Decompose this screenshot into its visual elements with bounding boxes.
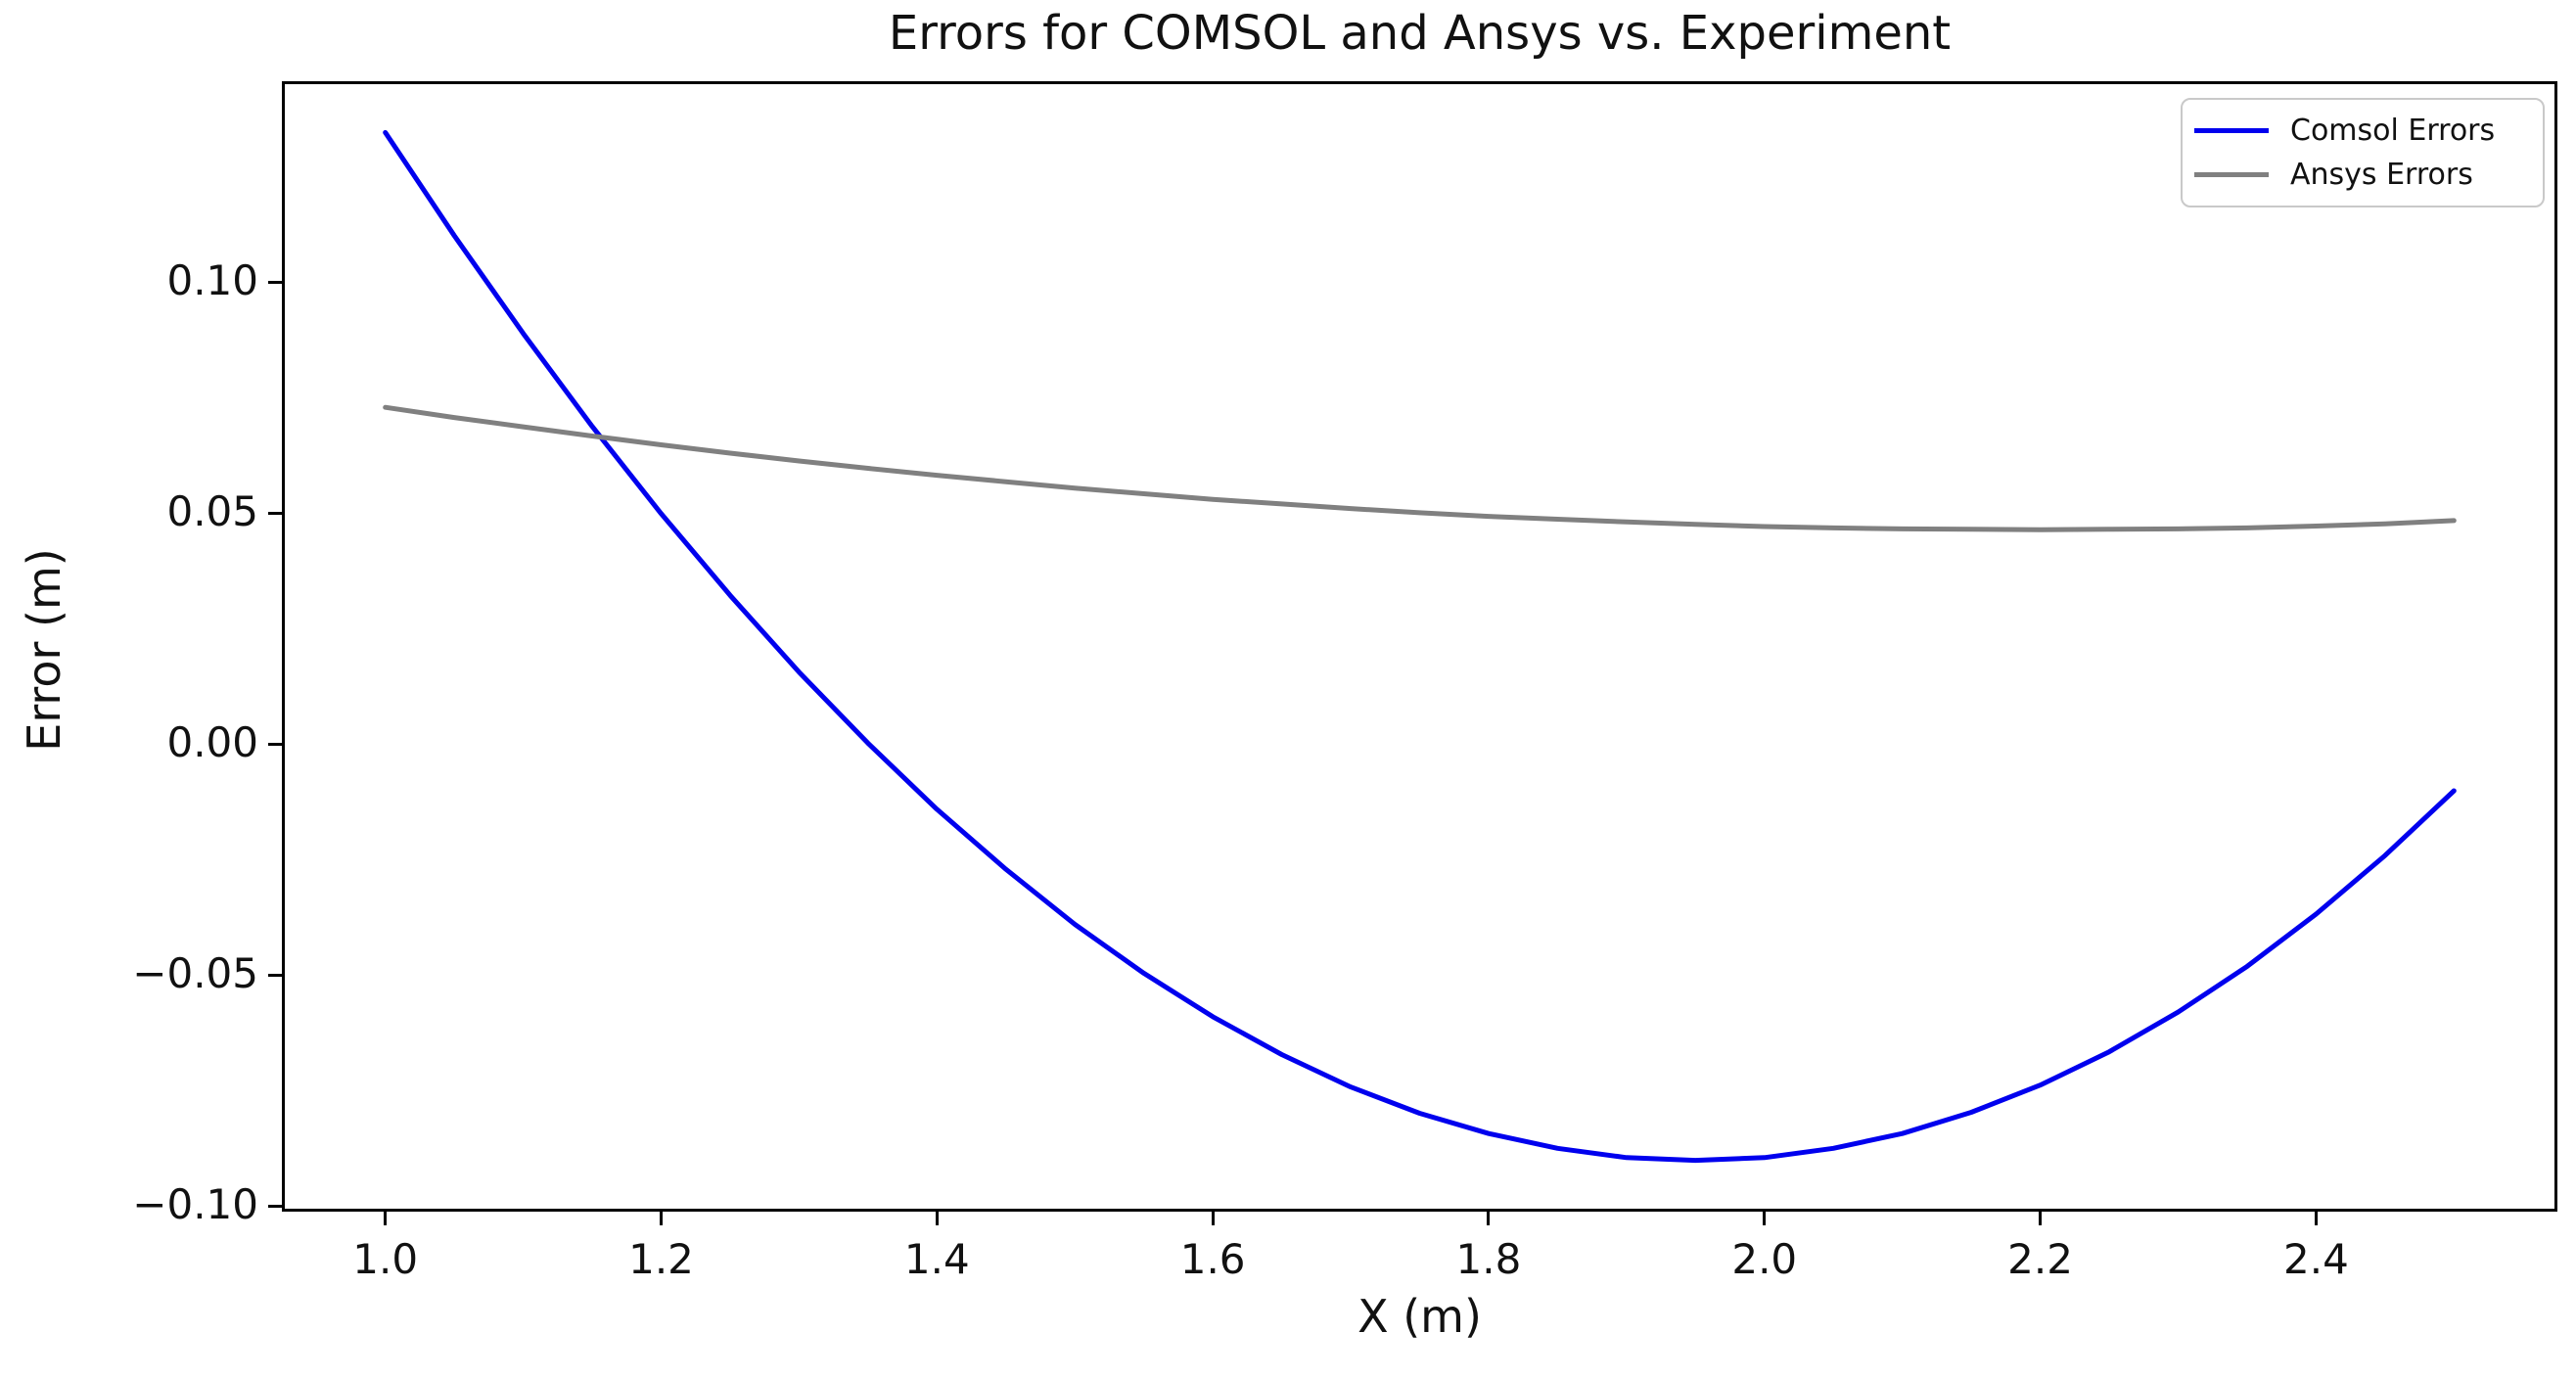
x-tick-label: 1.8 — [1455, 1235, 1522, 1283]
x-tick-mark — [1487, 1212, 1491, 1225]
x-axis-label: X (m) — [1357, 1290, 1482, 1343]
y-tick-label: −0.05 — [132, 948, 258, 997]
x-tick-mark — [2314, 1212, 2318, 1225]
legend-item-comsol: Comsol Errors — [2194, 114, 2531, 148]
x-tick-label: 2.4 — [2283, 1235, 2349, 1283]
x-tick-label: 1.6 — [1179, 1235, 1246, 1283]
y-tick-mark — [268, 281, 282, 285]
x-tick-label: 1.0 — [352, 1235, 419, 1283]
y-tick-mark — [268, 1205, 282, 1209]
y-axis-label: Error (m) — [18, 548, 70, 752]
y-tick-label: −0.10 — [132, 1179, 258, 1228]
x-tick-mark — [2039, 1212, 2043, 1225]
plot-lines-canvas — [383, 129, 2457, 1164]
comsol-line-swatch — [2194, 128, 2269, 133]
x-tick-mark — [384, 1212, 388, 1225]
x-tick-mark — [1211, 1212, 1215, 1225]
y-tick-label: 0.05 — [166, 486, 258, 535]
chart-title: Errors for COMSOL and Ansys vs. Experime… — [888, 6, 1952, 61]
x-tick-mark — [660, 1212, 663, 1225]
y-tick-mark — [268, 512, 282, 516]
y-tick-label: 0.00 — [166, 717, 258, 766]
legend-label-ansys: Ansys Errors — [2290, 158, 2473, 192]
x-tick-label: 1.2 — [628, 1235, 694, 1283]
x-tick-mark — [1763, 1212, 1767, 1225]
legend: Comsol Errors Ansys Errors — [2181, 98, 2545, 207]
x-tick-label: 2.0 — [1731, 1235, 1798, 1283]
y-tick-mark — [268, 974, 282, 978]
legend-label-comsol: Comsol Errors — [2290, 114, 2496, 148]
series-line-ansys-errors — [383, 404, 2457, 532]
series-line-comsol-errors — [383, 129, 2457, 1164]
x-tick-label: 1.4 — [903, 1235, 970, 1283]
ansys-line-swatch — [2194, 172, 2269, 177]
x-tick-label: 2.2 — [2007, 1235, 2073, 1283]
x-tick-mark — [935, 1212, 939, 1225]
plot-area — [282, 81, 2557, 1212]
legend-item-ansys: Ansys Errors — [2194, 158, 2531, 192]
y-tick-label: 0.10 — [166, 255, 258, 304]
y-tick-mark — [268, 743, 282, 747]
